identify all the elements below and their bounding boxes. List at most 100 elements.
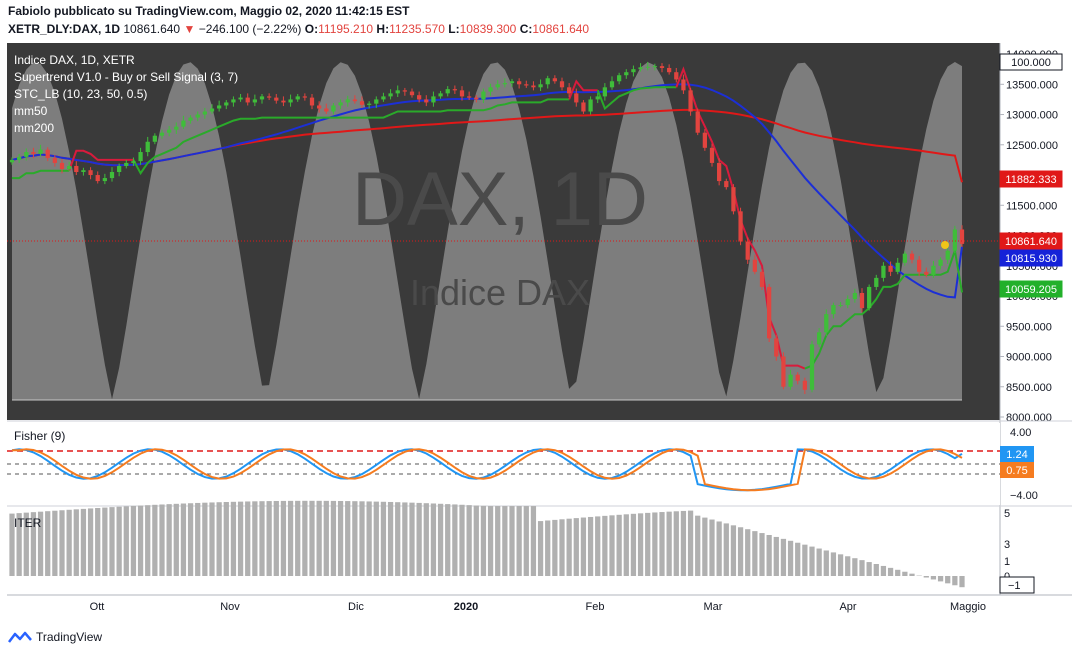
iter-tick-label: 1 [1004,556,1010,568]
iter-tick-label: 5 [1004,508,1010,520]
time-axis-label: Apr [839,601,856,613]
price-axis-bg [1000,43,1072,420]
high-label: H: [376,22,390,36]
candle-body [674,72,679,80]
iter-bar [687,510,694,576]
iter-bar [623,514,629,576]
iter-tick-label: −1 [1008,580,1021,592]
candle-body [45,149,50,159]
iter-bar [695,515,701,576]
candle-body [345,99,350,103]
price-tick-label: 11500.000 [1006,200,1057,212]
iter-bar [23,512,29,576]
candle-body [438,93,443,97]
iter-bar [309,500,315,576]
candle-body [659,66,665,68]
iter-bar [237,501,244,576]
price-badge-label: 10861.640 [1005,236,1057,248]
iter-bar [873,563,879,576]
iter-bar [316,500,322,576]
legend-supertrend[interactable]: Supertrend V1.0 - Buy or Sell Signal (3,… [14,70,238,84]
candle-body [367,103,372,105]
iter-bar [766,534,772,576]
high-value: 11235.570 [389,22,445,36]
candle-body [467,96,472,98]
price-badge [999,249,1063,267]
iter-bar [16,513,22,576]
iter-bar [709,519,715,576]
iter-bar [959,576,965,588]
candle-body [538,84,543,88]
iter-bar [216,502,222,576]
candle-body [488,87,493,92]
candle-body [481,91,486,100]
iter-bar [837,554,844,576]
supertrend-up-segment [132,98,570,176]
candle-body [38,149,43,154]
iter-title[interactable]: ITER [14,516,42,530]
iter-bar [659,512,665,576]
candle-body [752,259,757,272]
iter-bar [609,515,615,576]
footer-brand[interactable]: TradingView [36,630,103,644]
tradingview-logo-icon [8,631,32,643]
iter-bar [859,560,865,576]
low-value: 10839.300 [459,22,517,36]
iter-bar [730,525,737,576]
candle-body [502,83,507,85]
iter-bar [423,503,429,576]
watermark-small: Indice DAX [410,272,590,313]
candle-body [852,292,857,300]
legend-title[interactable]: Indice DAX, 1D, XETR [14,53,135,67]
candles [9,61,965,395]
candle-body [145,141,150,153]
price-badge-label: 100.000 [1011,57,1051,69]
iter-bar [337,500,344,576]
candle-body [117,165,122,173]
price-change: −246.100 (−2.22%) [198,22,302,36]
iter-bar [530,506,537,576]
candle-body [738,211,743,242]
candle-body [267,96,272,98]
candle-body [102,178,107,182]
iter-bar [9,513,15,576]
iter-bar [680,510,687,576]
time-axis[interactable]: Ott Nov Dic 2020 Feb Mar Apr Maggio [90,601,986,613]
time-axis-label: Dic [348,601,364,613]
time-axis-label: Nov [220,601,240,613]
iter-bar [45,511,51,576]
candle-body [581,102,586,112]
fisher-title[interactable]: Fisher (9) [14,429,65,443]
legend-stc[interactable]: STC_LB (10, 23, 50, 0.5) [14,87,147,101]
candle-body [638,67,643,70]
iter-bar [552,519,558,576]
fisher-badge [1000,446,1034,462]
legend-mm50[interactable]: mm50 [14,104,48,118]
iter-bar [480,505,487,576]
symbol-name[interactable]: XETR_DLY:DAX, 1D [8,22,121,36]
candle-body [702,132,707,148]
iter-bar [145,505,151,576]
price-tick-label: 8000.000 [1006,412,1052,424]
iter-bar [259,501,265,576]
iter-bar [716,521,722,576]
candle-body [759,271,765,287]
legend-mm200[interactable]: mm200 [14,121,54,135]
candle-body [652,66,657,68]
candle-body [95,175,100,182]
candle-body [381,96,386,100]
supertrend-down-segment [68,149,134,172]
iter-bar [830,552,837,576]
iter-axis-ticks: 5310−1 [999,508,1035,594]
iter-bar [616,514,622,576]
candle-body [317,105,322,109]
iter-bar [280,500,287,576]
candle-body [917,259,922,272]
iter-bar [252,501,258,576]
candle-body [495,84,500,88]
iter-bar [702,517,708,576]
candle-body [888,265,893,272]
iter-bar [380,501,387,576]
fisher-lines [11,448,963,492]
